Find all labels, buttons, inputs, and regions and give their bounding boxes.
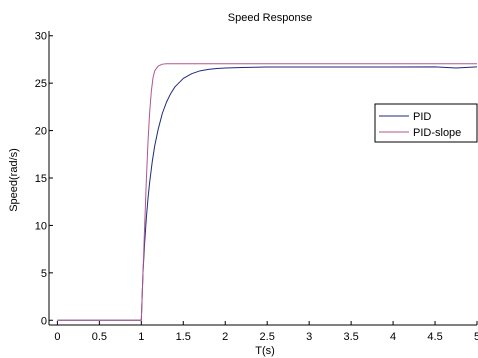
legend-box — [374, 103, 478, 143]
y-tick-label: 20 — [35, 126, 47, 138]
y-tick-label: 0 — [41, 315, 47, 327]
x-tick-label: 3 — [306, 331, 312, 343]
legend-label: PID-slope — [413, 127, 461, 139]
series-line-pid — [57, 66, 478, 321]
chart-title: Speed Response — [228, 12, 312, 24]
x-tick-label: 5 — [474, 331, 478, 343]
x-tick-label: 4 — [390, 331, 396, 343]
y-tick-label: 30 — [35, 31, 47, 43]
y-axis-title: Speed(rad/s) — [8, 148, 20, 212]
y-tick-label: 10 — [35, 220, 47, 232]
legend-label: PID — [413, 111, 431, 123]
x-tick-label: 2 — [222, 331, 228, 343]
x-tick-label: 0.5 — [92, 331, 107, 343]
x-tick-label: 1 — [138, 331, 144, 343]
y-tick-label: 15 — [35, 173, 47, 185]
x-tick-label: 1.5 — [176, 331, 191, 343]
x-tick-label: 3.5 — [343, 331, 358, 343]
series-line-pid-slope — [57, 63, 477, 321]
x-tick-label: 0 — [54, 331, 60, 343]
y-tick-label: 25 — [35, 78, 47, 90]
x-tick-label: 2.5 — [260, 331, 275, 343]
x-axis-title: T(s) — [255, 345, 275, 357]
x-tick-label: 4.5 — [427, 331, 442, 343]
y-tick-label: 5 — [41, 268, 47, 280]
